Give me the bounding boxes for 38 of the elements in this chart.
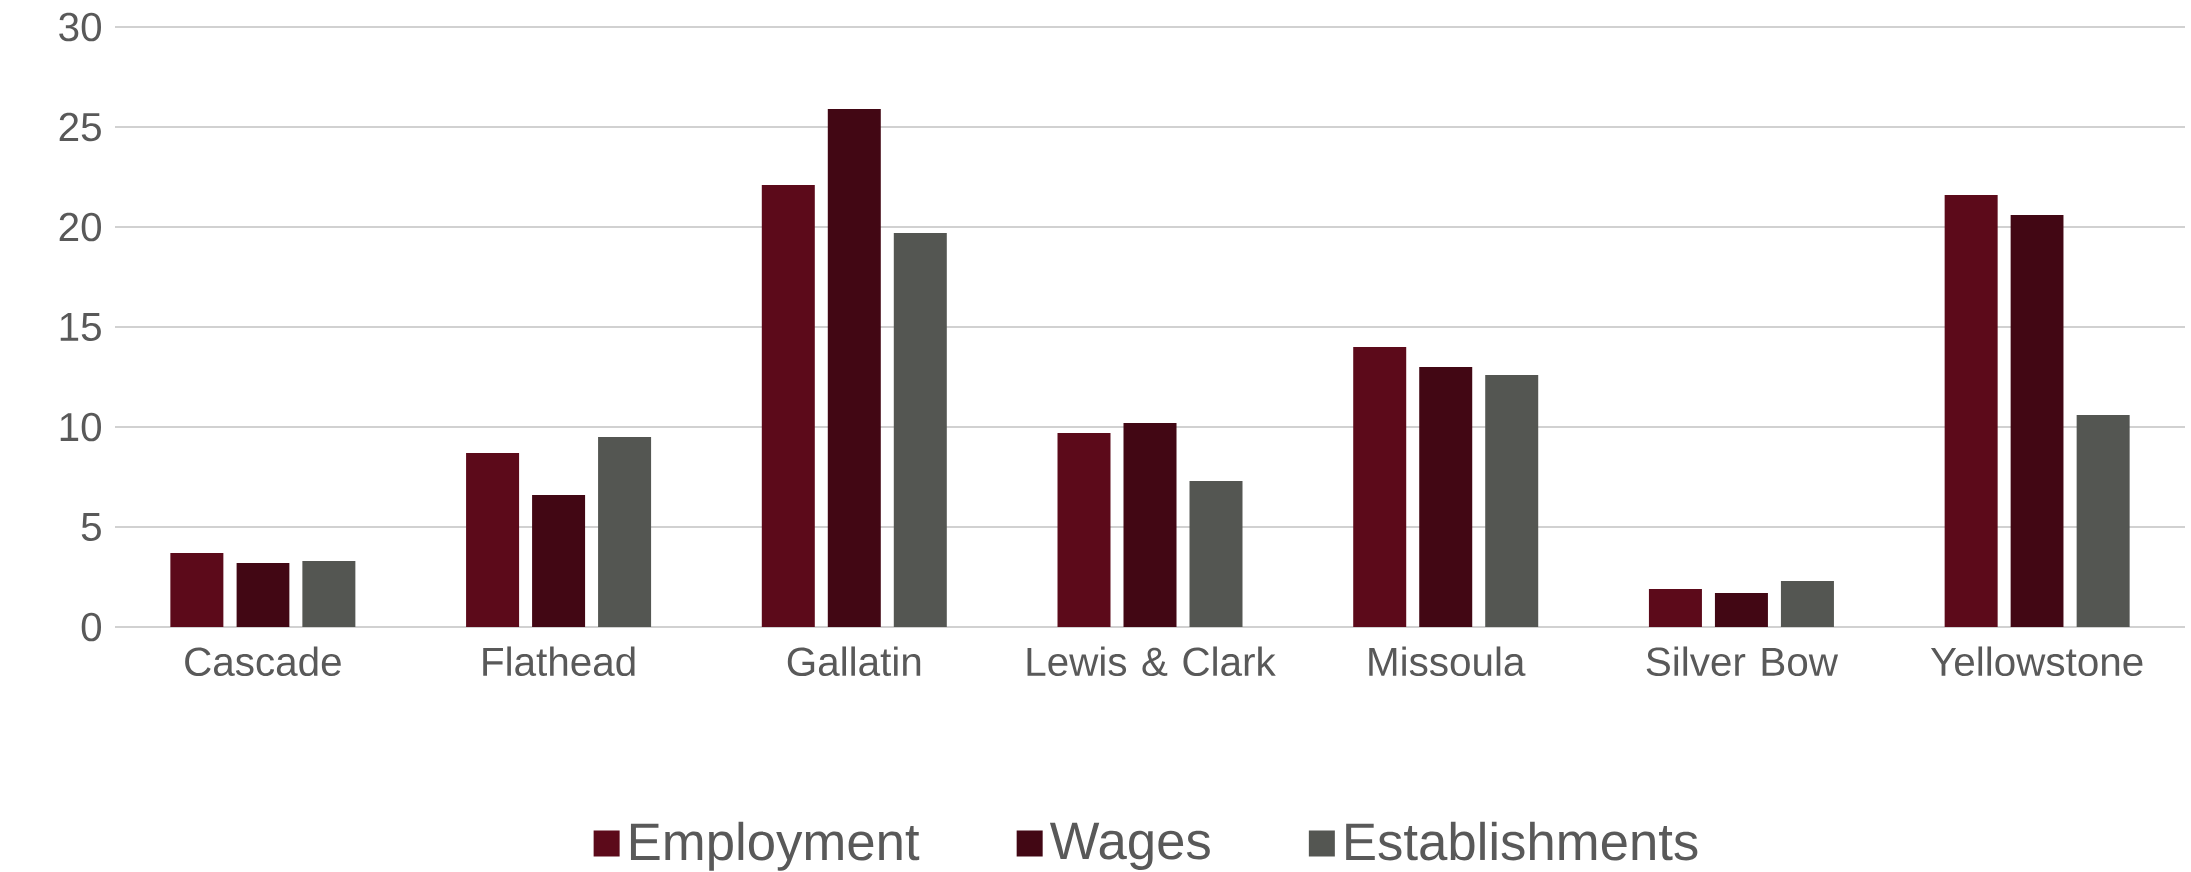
bar xyxy=(1648,588,1702,627)
bar xyxy=(1419,366,1473,627)
bar xyxy=(1485,375,1539,627)
bar xyxy=(1057,432,1111,627)
bar xyxy=(1353,347,1407,627)
bar xyxy=(466,453,520,627)
x-tick-label: Lewis & Clark xyxy=(1027,646,1276,677)
y-tick-label: 20 xyxy=(59,212,101,242)
legend-label: Establishments xyxy=(1346,821,1698,861)
bar xyxy=(2076,414,2130,627)
x-tick-label: Silver Bow xyxy=(1646,646,1839,677)
bar xyxy=(761,185,815,627)
bar xyxy=(1944,195,1998,627)
x-tick-label: Gallatin xyxy=(787,646,921,677)
bar xyxy=(170,552,224,627)
y-tick-label: 0 xyxy=(81,612,102,642)
bar xyxy=(1714,592,1768,627)
x-tick-label: Flathead xyxy=(483,646,635,677)
bar xyxy=(598,437,652,627)
bar xyxy=(827,109,881,627)
y-tick-label: 30 xyxy=(59,12,101,42)
bar xyxy=(1189,481,1243,627)
bar xyxy=(1780,580,1834,627)
x-tick-label: Missoula xyxy=(1369,646,1526,677)
bar xyxy=(1123,423,1177,627)
y-tick-label: 25 xyxy=(59,112,101,142)
x-tick-label: Cascade xyxy=(185,646,341,677)
x-tick-label: Yellowstone xyxy=(1930,646,2143,677)
y-tick-label: 10 xyxy=(60,412,101,442)
bar xyxy=(532,495,586,627)
y-tick-label: 15 xyxy=(60,312,101,342)
bar xyxy=(893,233,947,627)
legend-label: Wages xyxy=(1049,822,1210,870)
bar xyxy=(2010,215,2064,627)
y-tick-label: 5 xyxy=(81,512,101,542)
bar xyxy=(236,562,290,627)
legend-label: Employment xyxy=(630,821,920,871)
bar xyxy=(302,560,356,627)
